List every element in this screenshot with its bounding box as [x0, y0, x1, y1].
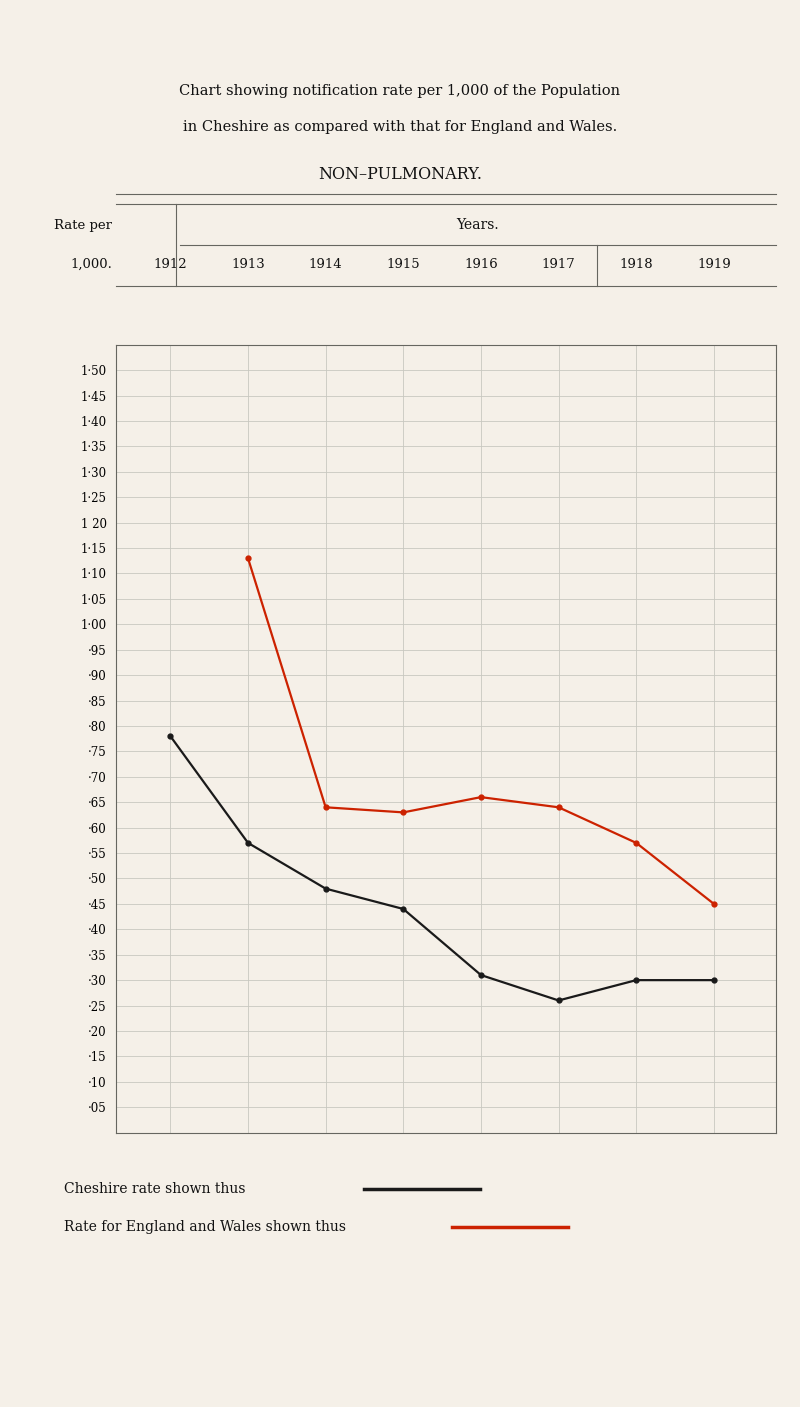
Text: Chart showing notification rate per 1,000 of the Population: Chart showing notification rate per 1,00…: [179, 84, 621, 98]
Text: 1917: 1917: [542, 257, 575, 272]
Text: 1914: 1914: [309, 257, 342, 272]
Text: 1913: 1913: [231, 257, 265, 272]
Text: in Cheshire as compared with that for England and Wales.: in Cheshire as compared with that for En…: [183, 120, 617, 134]
Text: Cheshire rate shown thus: Cheshire rate shown thus: [64, 1182, 246, 1196]
Text: 1916: 1916: [464, 257, 498, 272]
Text: 1,000.: 1,000.: [70, 257, 112, 272]
Text: 1918: 1918: [619, 257, 653, 272]
Text: Rate for England and Wales shown thus: Rate for England and Wales shown thus: [64, 1220, 346, 1234]
Text: 1919: 1919: [697, 257, 730, 272]
Text: Years.: Years.: [457, 218, 499, 232]
Text: NON–PULMONARY.: NON–PULMONARY.: [318, 166, 482, 183]
Text: 1915: 1915: [386, 257, 420, 272]
Text: Rate per: Rate per: [54, 218, 112, 232]
Text: 1912: 1912: [154, 257, 187, 272]
